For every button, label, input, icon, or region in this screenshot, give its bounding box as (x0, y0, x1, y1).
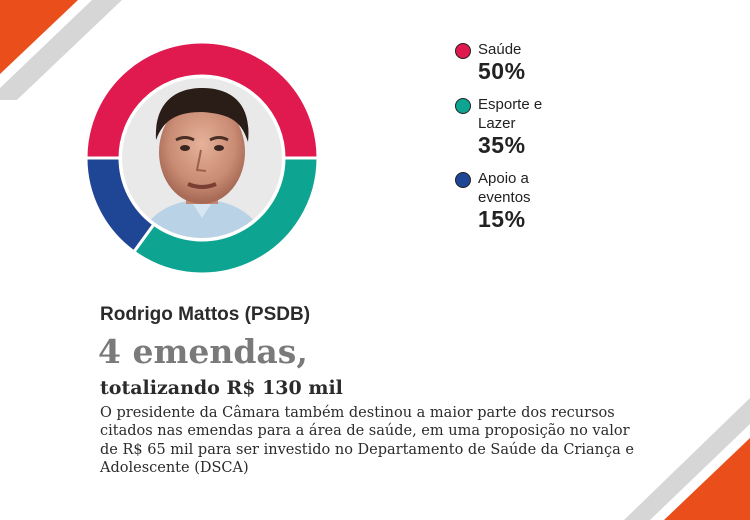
legend-label: Esporte e Lazer (478, 96, 543, 132)
legend-item-saude: Saúde 50% (455, 40, 605, 83)
legend-item-esporte: Esporte e Lazer 35% (455, 95, 605, 157)
legend-swatch-saude (455, 43, 471, 59)
chart-legend: Saúde 50% Esporte e Lazer 35% Apoio a ev… (455, 40, 605, 243)
headline: 4 emendas, (98, 332, 308, 371)
legend-value: 35% (478, 132, 526, 158)
legend-value: 50% (478, 58, 526, 84)
legend-label: Apoio a eventos (478, 170, 531, 206)
portrait-photo (122, 78, 282, 238)
corner-decoration-top-left (0, 0, 122, 100)
body-paragraph: O presidente da Câmara também destinou a… (100, 405, 634, 477)
legend-item-apoio: Apoio a eventos 15% (455, 169, 605, 231)
legend-swatch-esporte (455, 98, 471, 114)
legend-value: 15% (478, 206, 526, 232)
corner-decoration-bottom-right (624, 398, 750, 520)
legend-label: Saúde (478, 41, 522, 58)
donut-chart (84, 40, 320, 276)
politician-name: Rodrigo Mattos (PSDB) (100, 304, 311, 325)
subheadline: totalizando R$ 130 mil (100, 377, 343, 399)
legend-swatch-apoio (455, 172, 471, 188)
